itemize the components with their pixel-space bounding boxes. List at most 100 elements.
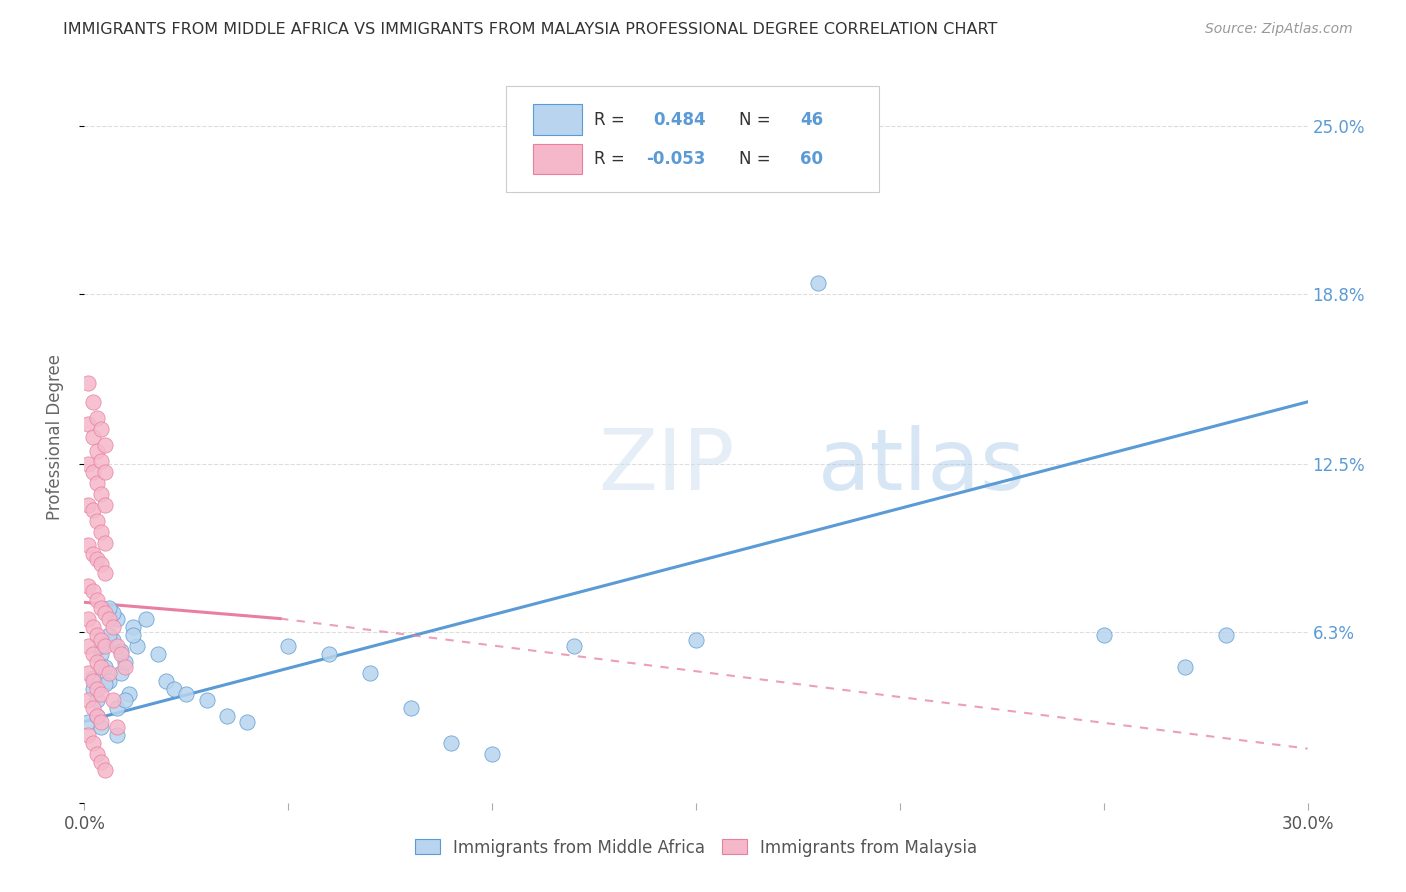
Point: [82, 673, 104, 688]
Point: [77, 498, 100, 512]
Point: [685, 633, 707, 648]
Point: [82, 647, 104, 661]
Point: [174, 688, 197, 702]
Point: [86, 476, 108, 491]
Point: [77, 693, 100, 707]
Point: [86, 655, 108, 669]
Point: [127, 639, 149, 653]
Point: [101, 693, 124, 707]
Point: [82, 681, 104, 696]
Point: [110, 644, 132, 658]
Point: [93, 639, 115, 653]
Point: [101, 606, 124, 620]
Point: [90, 639, 112, 653]
Point: [93, 676, 115, 690]
Point: [97, 673, 120, 688]
Point: [86, 411, 108, 425]
Point: [105, 720, 128, 734]
Point: [77, 665, 100, 680]
Point: [86, 592, 108, 607]
Point: [110, 665, 132, 680]
Text: IMMIGRANTS FROM MIDDLE AFRICA VS IMMIGRANTS FROM MALAYSIA PROFESSIONAL DEGREE CO: IMMIGRANTS FROM MIDDLE AFRICA VS IMMIGRA…: [63, 22, 998, 37]
Point: [90, 600, 112, 615]
Point: [90, 422, 112, 436]
Point: [86, 552, 108, 566]
Point: [236, 714, 259, 729]
Text: atlas: atlas: [818, 425, 1026, 508]
Point: [481, 747, 503, 761]
Text: 46: 46: [800, 111, 823, 128]
Text: Source: ZipAtlas.com: Source: ZipAtlas.com: [1205, 22, 1353, 37]
Legend: Immigrants from Middle Africa, Immigrants from Malaysia: Immigrants from Middle Africa, Immigrant…: [415, 838, 977, 856]
Point: [90, 633, 112, 648]
Point: [97, 611, 120, 625]
Point: [105, 701, 128, 715]
Point: [97, 628, 120, 642]
Point: [122, 628, 145, 642]
Text: -0.053: -0.053: [645, 150, 706, 168]
Point: [110, 647, 132, 661]
Point: [86, 747, 108, 761]
Point: [90, 647, 112, 661]
Point: [77, 714, 100, 729]
Point: [77, 417, 100, 431]
Text: 0.484: 0.484: [654, 111, 706, 128]
Text: N =: N =: [738, 150, 776, 168]
Point: [90, 487, 112, 501]
Point: [105, 611, 128, 625]
Point: [440, 736, 463, 750]
Point: [82, 503, 104, 517]
Point: [77, 611, 100, 625]
Point: [562, 639, 585, 653]
Text: N =: N =: [738, 111, 776, 128]
Point: [1092, 628, 1115, 642]
Point: [1174, 660, 1197, 674]
Point: [135, 611, 157, 625]
Point: [1215, 628, 1237, 642]
Text: 60: 60: [800, 150, 823, 168]
Point: [77, 579, 100, 593]
Point: [86, 443, 108, 458]
Point: [77, 639, 100, 653]
Point: [93, 498, 115, 512]
Point: [118, 688, 141, 702]
Point: [93, 566, 115, 580]
Point: [146, 647, 169, 661]
Point: [114, 693, 136, 707]
Bar: [533, 104, 582, 135]
Point: [807, 276, 830, 290]
Y-axis label: Professional Degree: Professional Degree: [45, 354, 63, 520]
Point: [90, 524, 112, 539]
Point: [77, 457, 100, 471]
Point: [90, 660, 112, 674]
Point: [82, 584, 104, 599]
Point: [82, 620, 104, 634]
Point: [122, 620, 145, 634]
Point: [105, 728, 128, 742]
Point: [77, 376, 100, 390]
Point: [359, 665, 381, 680]
Point: [86, 681, 108, 696]
Point: [90, 688, 112, 702]
Point: [163, 681, 186, 696]
Point: [105, 639, 128, 653]
Point: [97, 665, 120, 680]
Point: [86, 514, 108, 528]
Point: [86, 693, 108, 707]
Point: [93, 764, 115, 778]
Point: [93, 438, 115, 452]
Point: [114, 660, 136, 674]
Point: [93, 660, 115, 674]
Point: [93, 606, 115, 620]
Point: [77, 538, 100, 552]
Point: [114, 655, 136, 669]
Point: [195, 693, 218, 707]
Point: [82, 736, 104, 750]
Point: [97, 600, 120, 615]
Text: ZIP: ZIP: [598, 425, 734, 508]
Point: [82, 465, 104, 479]
Point: [90, 454, 112, 468]
Point: [90, 558, 112, 572]
Point: [86, 709, 108, 723]
Text: R =: R =: [595, 111, 630, 128]
